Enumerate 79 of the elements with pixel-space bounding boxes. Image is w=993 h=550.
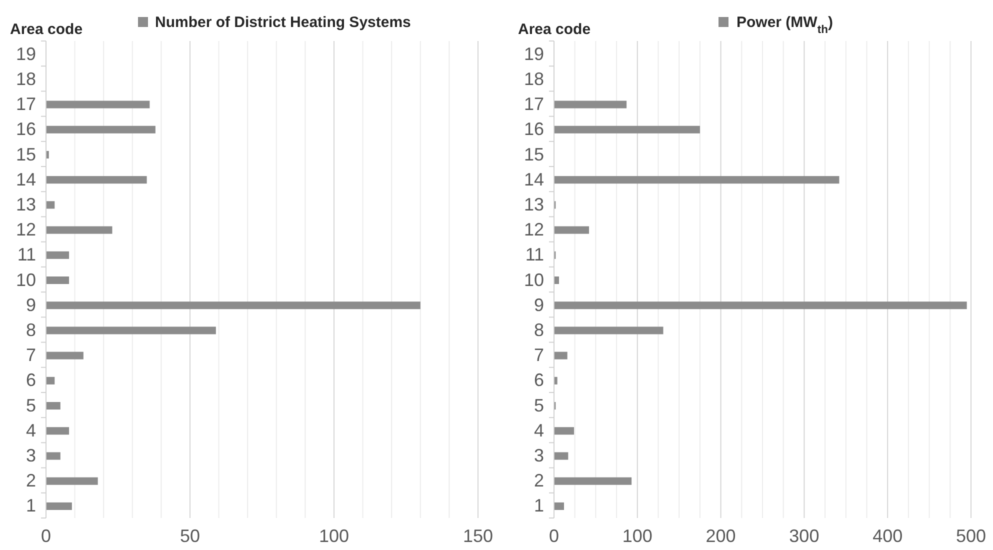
legend-label: Number of District Heating Systems [155, 14, 411, 31]
bar [46, 302, 420, 310]
bar [46, 502, 72, 510]
y-tick-label: 9 [534, 294, 544, 315]
bar [554, 477, 632, 485]
x-tick-label: 0 [40, 526, 52, 546]
bar [46, 477, 98, 485]
bar [46, 402, 60, 410]
y-tick-label: 2 [26, 470, 36, 491]
x-tick-label: 300 [789, 526, 820, 546]
y-tick-label: 16 [16, 119, 36, 140]
bar [46, 226, 112, 234]
bar [554, 226, 590, 234]
bar [554, 176, 840, 184]
y-tick-label: 1 [534, 496, 544, 516]
y-tick-label: 12 [16, 220, 36, 240]
y-tick-label: 6 [534, 370, 544, 390]
y-tick-label: 17 [16, 94, 36, 114]
y-axis-title: Area code [518, 21, 591, 38]
x-tick-label: 50 [180, 526, 200, 546]
y-tick-label: 6 [26, 370, 36, 390]
bar [554, 352, 568, 360]
y-tick-label: 17 [524, 94, 544, 114]
y-tick-label: 15 [524, 144, 544, 164]
bar [554, 126, 700, 134]
bar [46, 201, 55, 209]
y-tick-label: 11 [17, 244, 36, 265]
x-tick-label: 200 [706, 526, 736, 546]
x-tick-label: 100 [622, 526, 652, 546]
y-tick-label: 5 [534, 395, 544, 416]
y-tick-label: 8 [26, 320, 36, 340]
y-tick-label: 19 [524, 44, 544, 64]
bar [554, 302, 967, 310]
y-tick-label: 4 [26, 420, 36, 440]
y-tick-label: 4 [534, 420, 544, 440]
y-tick-label: 15 [16, 144, 36, 164]
bar [46, 176, 147, 184]
x-tick-label: 150 [462, 526, 494, 546]
bar [46, 427, 70, 435]
y-tick-label: 19 [16, 44, 36, 64]
y-tick-label: 10 [524, 270, 544, 290]
y-tick-label: 7 [534, 345, 544, 366]
y-tick-label: 7 [26, 345, 36, 366]
bar [554, 427, 574, 435]
bar [46, 376, 55, 384]
bar [554, 452, 568, 460]
y-tick-label: 13 [524, 194, 544, 214]
bar [46, 126, 156, 134]
legend-label: Power (MW$_{th}$) [736, 14, 833, 36]
bar [46, 251, 70, 259]
y-tick-label: 5 [26, 395, 36, 416]
y-tick-label: 8 [534, 320, 544, 340]
y-tick-label: 3 [26, 446, 36, 466]
bar [46, 326, 216, 334]
y-tick-label: 18 [524, 68, 544, 89]
bar [554, 502, 564, 510]
bar [46, 352, 84, 360]
y-tick-label: 10 [16, 270, 36, 290]
bar [46, 276, 70, 284]
y-tick-label: 12 [524, 220, 544, 240]
y-tick-label: 13 [16, 194, 36, 214]
bar [46, 100, 150, 108]
y-tick-label: 16 [524, 119, 544, 140]
bar [554, 100, 627, 108]
bar [554, 326, 664, 334]
x-tick-label: 0 [548, 526, 560, 546]
y-tick-label: 14 [524, 169, 544, 190]
y-tick-label: 1 [26, 496, 36, 516]
y-tick-label: 11 [525, 244, 544, 265]
y-tick-label: 9 [26, 294, 36, 315]
y-tick-label: 3 [534, 446, 544, 466]
y-tick-label: 2 [534, 470, 544, 491]
y-tick-label: 14 [16, 169, 36, 190]
x-tick-label: 500 [956, 526, 986, 546]
y-axis-title: Area code [10, 21, 83, 38]
x-tick-label: 100 [318, 526, 350, 546]
bar [46, 452, 60, 460]
x-tick-label: 400 [872, 526, 903, 546]
y-tick-label: 18 [16, 68, 36, 89]
